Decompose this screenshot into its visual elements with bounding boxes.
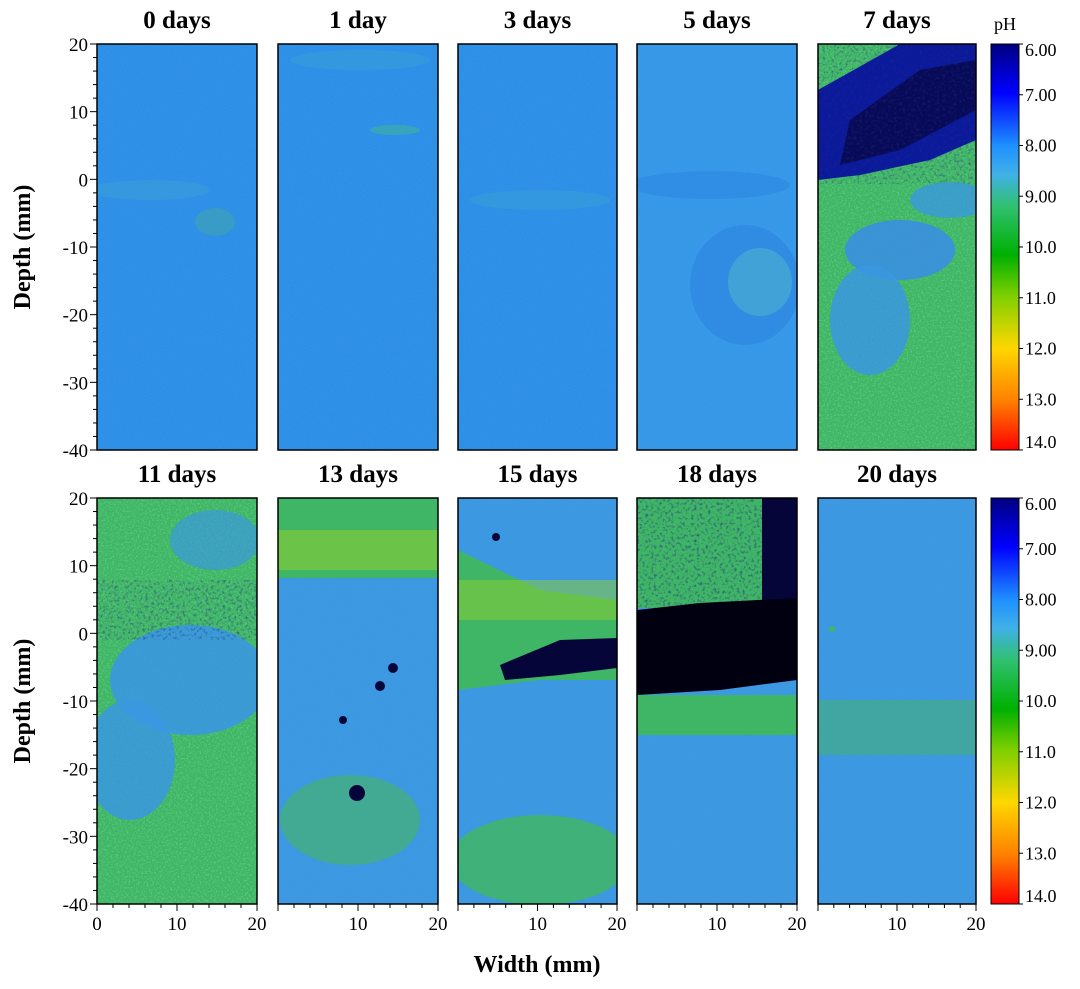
colorbar-tick-label: 10.0	[1025, 237, 1057, 257]
colorbar-tick-label: 13.0	[1025, 843, 1057, 863]
y-tick-label: -10	[63, 238, 88, 259]
y-tick-label: -20	[63, 306, 88, 327]
y-tick-label: 20	[69, 35, 88, 56]
colorbar	[990, 43, 1020, 451]
x-tick-label: 20	[608, 914, 627, 935]
y-axis-label-bottom: Depth (mm)	[10, 639, 36, 764]
panel-11-days	[97, 498, 257, 904]
colorbar-tick-label: 8.00	[1025, 136, 1057, 156]
x-tick-label: 0	[92, 914, 102, 935]
colorbar-tick-label: 10.0	[1025, 691, 1057, 711]
panel-title: 15 days	[498, 461, 578, 488]
colorbar-tick-label: 9.00	[1025, 640, 1057, 660]
panel-3-days	[458, 44, 617, 450]
panel-title: 3 days	[504, 7, 572, 34]
colorbar-tick-label: 9.00	[1025, 186, 1057, 206]
colorbar-tick-label: 11.0	[1025, 742, 1056, 762]
y-tick-label: -30	[63, 827, 88, 848]
panel-title: 5 days	[683, 7, 751, 34]
panel-title: 13 days	[318, 461, 398, 488]
x-tick-label: 10	[708, 914, 727, 935]
panel-frame	[277, 43, 439, 451]
colorbar	[990, 497, 1020, 905]
panel-18-days	[637, 498, 797, 904]
x-tick-label: 10	[528, 914, 547, 935]
x-tick-label: 20	[248, 914, 267, 935]
colorbar-tick-label: 12.0	[1025, 339, 1057, 359]
colorbar-tick-label: 12.0	[1025, 793, 1057, 813]
panel-5-days	[637, 44, 797, 450]
panel-20-days	[818, 498, 976, 904]
y-tick-label: 0	[79, 624, 89, 645]
y-axis-label-top: Depth (mm)	[10, 185, 36, 310]
x-tick-label: 10	[888, 914, 907, 935]
colorbar-tick-label: 6.00	[1025, 40, 1057, 60]
x-tick-label: 20	[429, 914, 448, 935]
x-axis-label: Width (mm)	[474, 952, 601, 978]
panel-15-days	[458, 498, 617, 904]
panel-title: 20 days	[857, 461, 937, 488]
y-tick-label: -20	[63, 760, 88, 781]
panel-1-day	[278, 44, 438, 450]
panel-title: 7 days	[863, 7, 931, 34]
panel-title: 18 days	[677, 461, 757, 488]
y-tick-label: 10	[69, 557, 88, 578]
panel-frame	[817, 43, 977, 451]
panel-title: 1 day	[329, 7, 387, 34]
panel-title: 0 days	[143, 7, 211, 34]
y-tick-label: -40	[63, 441, 88, 462]
x-tick-label: 10	[349, 914, 368, 935]
x-tick-label: 20	[967, 914, 986, 935]
colorbar-label: pH	[994, 14, 1016, 34]
panel-frame	[457, 43, 618, 451]
colorbar-tick-label: 8.00	[1025, 590, 1057, 610]
panel-title: 11 days	[138, 461, 217, 488]
panel-0-days	[97, 44, 257, 450]
panel-13-days	[278, 498, 438, 904]
colorbar-tick-label: 13.0	[1025, 389, 1057, 409]
colorbar-tick-label: 11.0	[1025, 288, 1056, 308]
y-tick-label: 20	[69, 489, 88, 510]
y-tick-label: -30	[63, 373, 88, 394]
colorbar-tick-label: 14.0	[1025, 886, 1057, 906]
y-tick-label: 0	[79, 170, 89, 191]
colorbar-tick-label: 7.00	[1025, 539, 1057, 559]
colorbar-tick-label: 14.0	[1025, 432, 1057, 452]
y-tick-label: 10	[69, 103, 88, 124]
x-tick-label: 10	[168, 914, 187, 935]
y-tick-label: -40	[63, 895, 88, 916]
panel-7-days	[818, 44, 976, 450]
colorbar-tick-label: 6.00	[1025, 494, 1057, 514]
y-tick-label: -10	[63, 692, 88, 713]
x-tick-label: 20	[788, 914, 807, 935]
colorbar-tick-label: 7.00	[1025, 85, 1057, 105]
panel-frame	[636, 43, 798, 451]
